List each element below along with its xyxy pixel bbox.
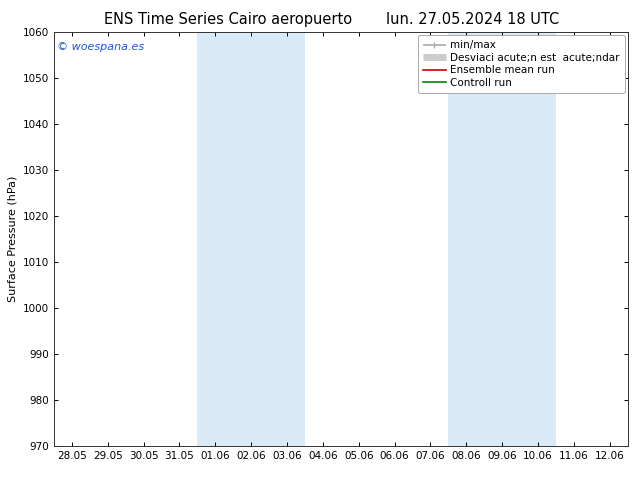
Y-axis label: Surface Pressure (hPa): Surface Pressure (hPa) [7,176,17,302]
Bar [197,32,305,446]
Text: ENS Time Series Cairo aeropuerto: ENS Time Series Cairo aeropuerto [104,12,353,27]
Text: lun. 27.05.2024 18 UTC: lun. 27.05.2024 18 UTC [385,12,559,27]
Text: © woespana.es: © woespana.es [57,42,144,52]
Bar [448,32,556,446]
Legend: min/max, Desviaci acute;n est  acute;ndar, Ensemble mean run, Controll run: min/max, Desviaci acute;n est acute;ndar… [418,35,624,93]
